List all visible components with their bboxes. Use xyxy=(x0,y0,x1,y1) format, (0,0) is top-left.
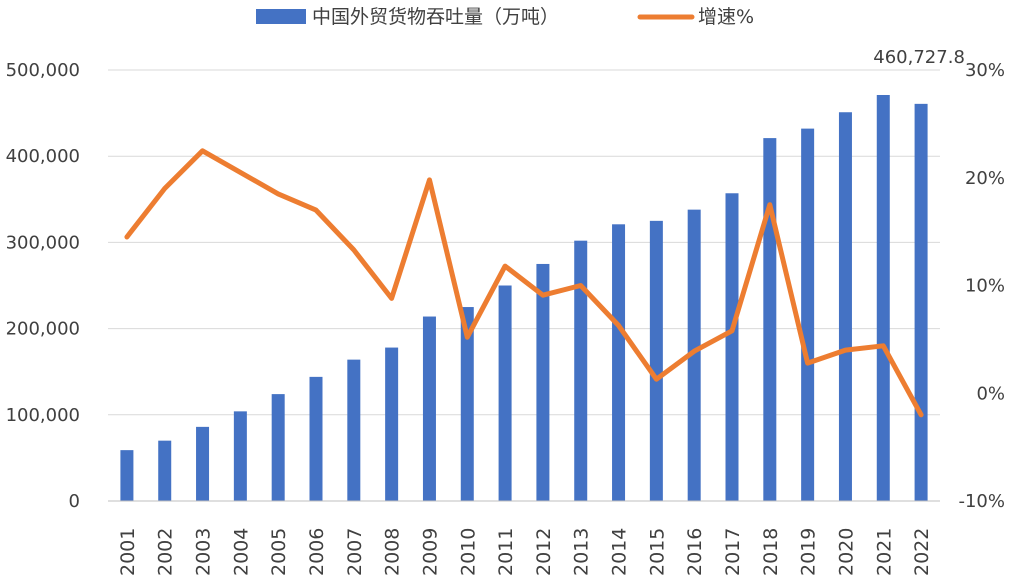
x-tick-label: 2012 xyxy=(533,528,555,576)
legend: 中国外贸货物吞吐量（万吨） 增速% xyxy=(256,6,754,28)
x-tick-label: 2002 xyxy=(155,528,177,576)
bar xyxy=(725,193,739,502)
bar xyxy=(233,411,247,501)
y-right-tick-label: 10% xyxy=(965,276,1005,297)
y-left-tick-label: 400,000 xyxy=(6,146,80,167)
y-left-tick-label: 200,000 xyxy=(6,319,80,340)
bar xyxy=(687,209,701,502)
bar xyxy=(914,103,928,502)
bar xyxy=(158,440,172,501)
y-right-tick-label: -10% xyxy=(958,491,1005,512)
annotations: 460,727.8 xyxy=(873,47,965,68)
x-tick-label: 2001 xyxy=(117,528,139,576)
y-left-tick-label: 100,000 xyxy=(6,405,80,426)
legend-label-bar: 中国外贸货物吞吐量（万吨） xyxy=(312,6,559,28)
legend-label-line: 增速% xyxy=(698,6,754,28)
x-tick-label: 2018 xyxy=(760,528,782,576)
x-axis-ticks: 2001 2002 2003 2004 2005 2006 2007 2008 2009 2010… xyxy=(117,528,933,576)
legend-swatch-bar xyxy=(256,9,306,24)
x-tick-label: 2008 xyxy=(382,528,404,576)
x-tick-label: 2009 xyxy=(419,528,441,576)
x-tick-label: 2005 xyxy=(268,528,290,576)
x-tick-label: 2021 xyxy=(873,528,895,576)
bar xyxy=(309,376,323,501)
bar xyxy=(422,316,436,501)
bar-series xyxy=(120,94,928,502)
bar xyxy=(574,240,588,501)
bar xyxy=(838,112,852,501)
x-tick-label: 2003 xyxy=(193,528,215,576)
x-tick-label: 2010 xyxy=(457,528,479,576)
x-tick-label: 2020 xyxy=(835,528,857,576)
x-tick-label: 2006 xyxy=(306,528,328,576)
data-label-2022: 460,727.8 xyxy=(873,47,965,68)
right-axis-ticks: -10% 0% 10% 20% 30% xyxy=(958,60,1005,512)
x-tick-label: 2016 xyxy=(684,528,706,576)
bar xyxy=(271,394,285,501)
x-tick-label: 2014 xyxy=(609,528,631,576)
y-left-tick-label: 300,000 xyxy=(6,232,80,253)
x-tick-label: 2019 xyxy=(798,528,820,576)
bar xyxy=(347,359,361,501)
y-left-tick-label: 500,000 xyxy=(6,60,80,81)
y-right-tick-label: 20% xyxy=(965,168,1005,189)
bar xyxy=(536,263,550,501)
growth-line xyxy=(124,148,924,418)
bar xyxy=(612,224,626,501)
x-tick-label: 2007 xyxy=(344,528,366,576)
x-tick-label: 2011 xyxy=(495,528,517,576)
left-axis-ticks: 0 100,000 200,000 300,000 400,000 500,000 xyxy=(6,60,80,512)
bar xyxy=(649,220,663,501)
x-tick-label: 2022 xyxy=(911,528,933,576)
y-right-tick-label: 0% xyxy=(976,383,1005,404)
bar xyxy=(498,285,512,501)
bar xyxy=(763,138,777,501)
x-tick-label: 2013 xyxy=(571,528,593,576)
y-right-tick-label: 30% xyxy=(965,60,1005,81)
bar xyxy=(120,450,134,501)
x-tick-label: 2017 xyxy=(722,528,744,576)
bar xyxy=(385,347,399,501)
line-series xyxy=(124,148,924,418)
x-tick-label: 2004 xyxy=(230,528,252,576)
bar xyxy=(196,426,210,501)
x-tick-label: 2015 xyxy=(646,528,668,576)
bar xyxy=(460,307,474,501)
bar xyxy=(876,94,890,502)
y-left-tick-label: 0 xyxy=(69,491,80,512)
bar xyxy=(801,128,815,501)
